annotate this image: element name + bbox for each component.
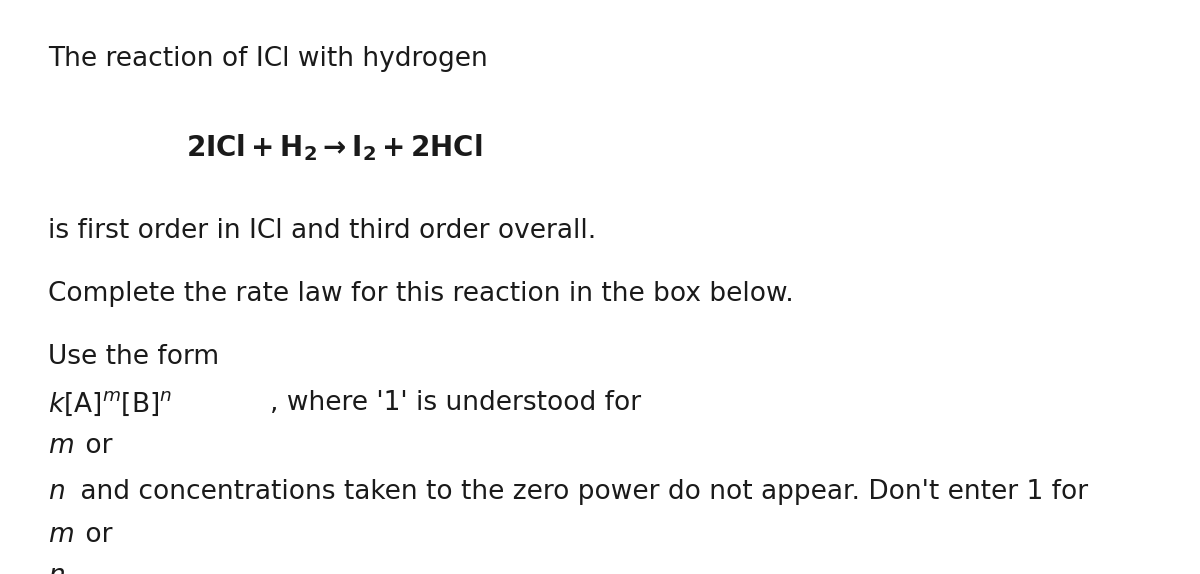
Text: or: or <box>77 522 113 548</box>
Text: $m$: $m$ <box>48 522 74 548</box>
Text: Complete the rate law for this reaction in the box below.: Complete the rate law for this reaction … <box>48 281 793 307</box>
Text: The reaction of ICl with hydrogen: The reaction of ICl with hydrogen <box>48 46 487 72</box>
Text: $n.$: $n.$ <box>48 563 72 574</box>
Text: $n$: $n$ <box>48 479 65 505</box>
Text: or: or <box>77 433 113 459</box>
Text: Use the form: Use the form <box>48 344 220 370</box>
Text: is first order in ICl and third order overall.: is first order in ICl and third order ov… <box>48 218 596 244</box>
Text: and concentrations taken to the zero power do not appear. Don't enter 1 for: and concentrations taken to the zero pow… <box>72 479 1088 505</box>
Text: , where '1' is understood for: , where '1' is understood for <box>270 390 641 416</box>
Text: $m$: $m$ <box>48 433 74 459</box>
Text: $k[\mathrm{A}]^m[\mathrm{B}]^n$: $k[\mathrm{A}]^m[\mathrm{B}]^n$ <box>48 390 173 418</box>
Text: $\mathbf{2ICl + H_2 \rightarrow I_2 + 2HCl}$: $\mathbf{2ICl + H_2 \rightarrow I_2 + 2H… <box>186 132 482 163</box>
